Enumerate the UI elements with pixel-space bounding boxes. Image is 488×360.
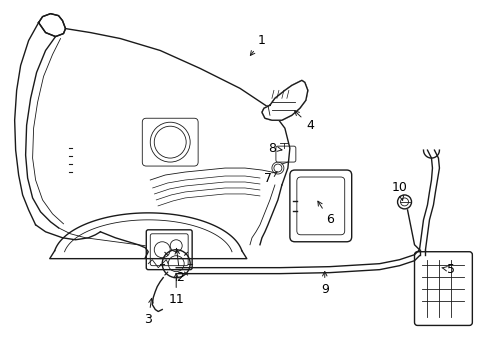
Text: 7: 7 xyxy=(264,171,277,185)
Text: 1: 1 xyxy=(250,34,265,55)
Polygon shape xyxy=(262,80,307,120)
Text: 3: 3 xyxy=(144,298,153,326)
Text: 8: 8 xyxy=(267,141,282,155)
FancyBboxPatch shape xyxy=(275,146,295,162)
FancyBboxPatch shape xyxy=(142,118,198,166)
Polygon shape xyxy=(39,14,65,37)
Text: 10: 10 xyxy=(391,181,407,200)
Text: 9: 9 xyxy=(320,271,328,296)
FancyBboxPatch shape xyxy=(296,177,344,235)
Text: 5: 5 xyxy=(441,263,454,276)
FancyBboxPatch shape xyxy=(146,230,192,270)
FancyBboxPatch shape xyxy=(414,252,471,325)
FancyBboxPatch shape xyxy=(150,234,188,266)
Text: 2: 2 xyxy=(175,249,184,284)
Text: 11: 11 xyxy=(168,274,183,306)
FancyBboxPatch shape xyxy=(289,170,351,242)
Text: 6: 6 xyxy=(317,201,333,226)
Text: 4: 4 xyxy=(294,111,313,132)
